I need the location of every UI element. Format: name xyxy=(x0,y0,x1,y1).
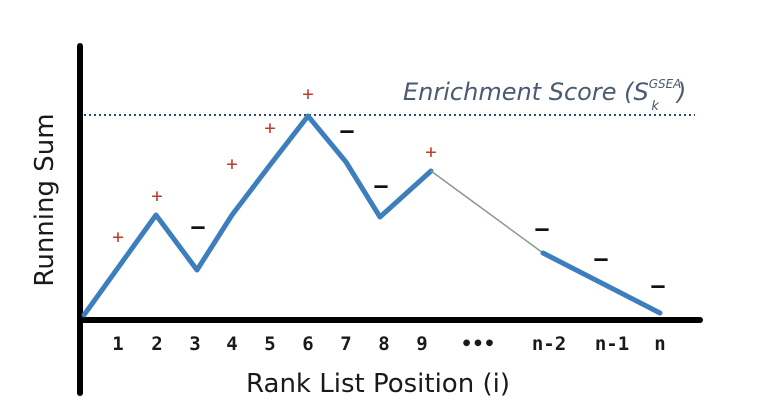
es-label-sup: GSEA xyxy=(649,77,682,91)
running-sum-line-start xyxy=(81,113,434,318)
sign-n-2: – xyxy=(535,217,549,242)
sign-n: – xyxy=(651,274,665,299)
tick-label-9: 9 xyxy=(416,333,427,355)
sign-4: + xyxy=(226,153,237,175)
sign-2: + xyxy=(151,185,162,207)
tick-label-1: 1 xyxy=(112,333,123,355)
sign-9: + xyxy=(425,141,436,163)
sign-8: – xyxy=(374,174,388,199)
sign-3: – xyxy=(191,215,205,240)
tick-label-2: 2 xyxy=(151,333,162,355)
tick-label-ellipsis: ••• xyxy=(461,333,495,355)
x-axis-title: Rank List Position (i) xyxy=(246,369,510,399)
tick-label-3: 3 xyxy=(189,333,200,355)
sign-1: + xyxy=(112,226,123,248)
running-sum-line-end xyxy=(540,250,663,316)
tick-label-7: 7 xyxy=(340,333,351,355)
tick-label-4: 4 xyxy=(226,333,237,355)
tick-label-n-1: n-1 xyxy=(595,333,629,355)
tick-label-5: 5 xyxy=(264,333,275,355)
sign-6: + xyxy=(302,83,313,105)
sign-n-1: – xyxy=(594,247,608,272)
es-label-main: Enrichment Score (S xyxy=(403,78,649,106)
tick-label-n: n xyxy=(654,333,665,355)
running-sum-gap-line xyxy=(430,170,544,254)
sign-5: + xyxy=(264,117,275,139)
enrichment-score-label: Enrichment Score (SGSEA k) xyxy=(403,77,686,114)
tick-label-6: 6 xyxy=(302,333,313,355)
y-axis-title: Running Sum xyxy=(30,113,60,286)
tick-label-8: 8 xyxy=(378,333,389,355)
es-label-close: ) xyxy=(675,78,686,106)
tick-label-n-2: n-2 xyxy=(532,333,566,355)
sign-7: – xyxy=(340,119,354,144)
es-label-sub: k xyxy=(651,99,659,114)
